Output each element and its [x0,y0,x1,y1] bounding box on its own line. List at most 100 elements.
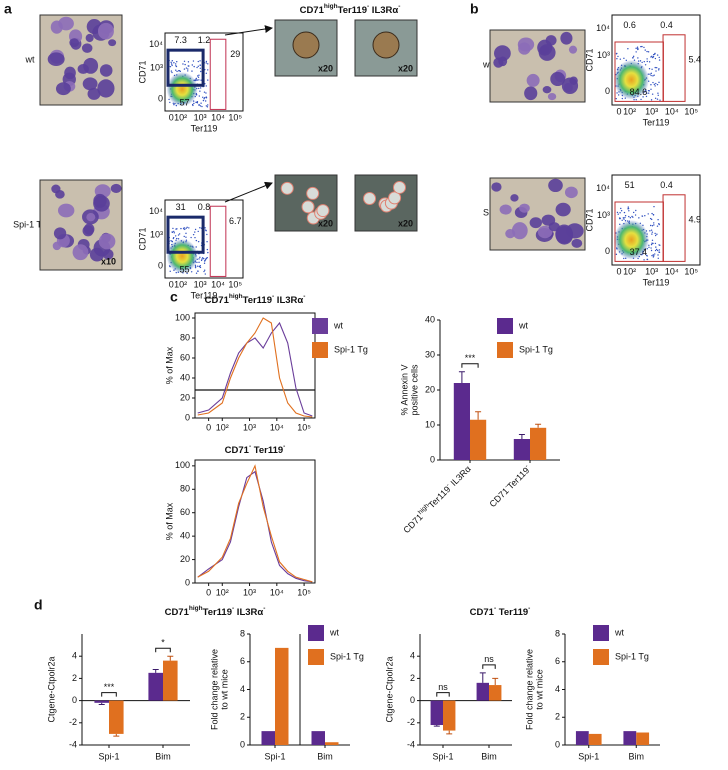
gate-value: 0.8 [198,202,211,212]
cell [97,22,114,40]
flow-event [648,246,650,248]
flow-event [193,102,195,105]
flow-event [188,227,190,229]
flow-event [186,226,188,229]
flow-event [650,247,652,249]
flow-event [171,64,173,67]
flow-event [171,71,173,74]
legend-label: wt [518,320,528,330]
flow-event [186,272,188,275]
flow-event [635,51,637,53]
flow-event [174,63,177,65]
flow-event [194,266,197,269]
rich-label: CD71highTer119- IL3Rα- [205,293,306,305]
flow-event [650,88,652,90]
flow-event [656,83,659,86]
flow-event [175,104,178,107]
flow-event [173,232,175,234]
flow-event [195,239,198,242]
x-tick-label: 10⁵ [684,266,698,276]
flow-event [651,68,653,70]
x-tick-label: 0 [617,106,622,116]
y-tick-label: 10³ [150,229,163,239]
x-tick-label: 10³ [645,106,658,116]
flow-event [198,104,200,107]
flow-event [205,105,208,107]
label-part: - [249,443,251,450]
gate-value: 4.9 [688,214,701,224]
flow-event [201,258,203,260]
y-tick-label: -2 [69,717,77,727]
y-axis-label: % of Max [164,346,174,384]
flow-event [615,53,618,55]
flow-event [652,256,655,258]
y-tick-label: 20 [425,384,435,394]
flow-event [199,264,201,267]
flow-event [184,63,186,66]
cell [89,247,105,262]
cell [524,86,538,101]
cell [498,56,508,67]
flow-event [174,235,177,237]
flow-event [632,56,634,59]
flow-event [635,209,637,212]
cell [53,227,67,240]
label-part: Ter119 [243,295,272,306]
flow-event [191,70,193,72]
magnification: x20 [318,63,333,73]
y-axis-label: Ctgene-Ctpolr2a [46,656,56,722]
flow-event [658,69,660,71]
y-tick-label: 4 [410,651,415,661]
label-part: - [232,605,234,612]
flow-event [203,262,206,264]
flow-event [640,45,642,48]
flow-event [202,99,205,102]
flow-event [203,91,206,93]
flow-event [617,55,619,58]
bar [588,733,602,745]
gate-value: 37.4 [630,247,648,257]
flow-event [198,74,200,76]
flow-event [623,257,625,260]
flow-event [179,70,182,73]
flow-event [658,59,661,61]
flow-event [649,230,651,232]
gate-value: 0.6 [623,20,636,30]
cell [72,244,89,261]
flow-event [624,215,627,217]
label-part: high [324,3,338,10]
flow-event [641,45,643,48]
label-part: high [189,605,203,612]
y-tick-label: 2 [72,673,77,683]
y-tick-label: 0 [158,94,163,104]
legend-label: Spi-1 Tg [334,344,368,354]
label-part: - [303,293,305,300]
flow-event [173,103,175,106]
flow-event [657,257,659,260]
y-tick-label: 10⁴ [149,206,163,216]
label-part: - [528,605,530,612]
cell [57,203,75,218]
flow-event [650,229,653,231]
bar [575,731,589,745]
flow-event [173,62,175,64]
cell [301,200,315,214]
error-bar [475,411,482,420]
x-tick-label: 10² [174,112,187,122]
flow-event [632,55,635,58]
flow-event [175,69,177,71]
flow-event [654,57,657,60]
flow-event [651,242,653,244]
legend-label: wt [333,320,343,330]
flow-event [658,68,660,70]
legend-swatch [497,342,513,358]
flow-event [175,271,177,274]
flow-event [654,97,657,99]
x-tick-label: 10⁴ [270,587,284,597]
y-tick-label: 10⁴ [596,23,610,33]
x-tick-label: 10³ [194,112,207,122]
legend-swatch [312,342,328,358]
flow-event [199,266,202,269]
flow-event [656,225,659,227]
flow-event [651,231,654,233]
